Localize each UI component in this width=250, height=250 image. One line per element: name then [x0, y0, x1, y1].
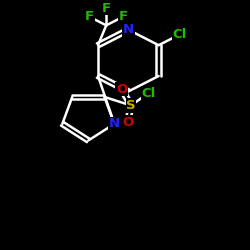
- Text: N: N: [123, 23, 134, 36]
- Text: Cl: Cl: [172, 28, 186, 41]
- Text: F: F: [85, 10, 94, 23]
- Text: O: O: [116, 83, 127, 96]
- Text: F: F: [102, 2, 111, 15]
- Text: N: N: [109, 117, 120, 130]
- Text: F: F: [118, 10, 128, 23]
- Text: O: O: [122, 116, 133, 129]
- Text: S: S: [126, 99, 136, 112]
- Text: Cl: Cl: [141, 87, 156, 100]
